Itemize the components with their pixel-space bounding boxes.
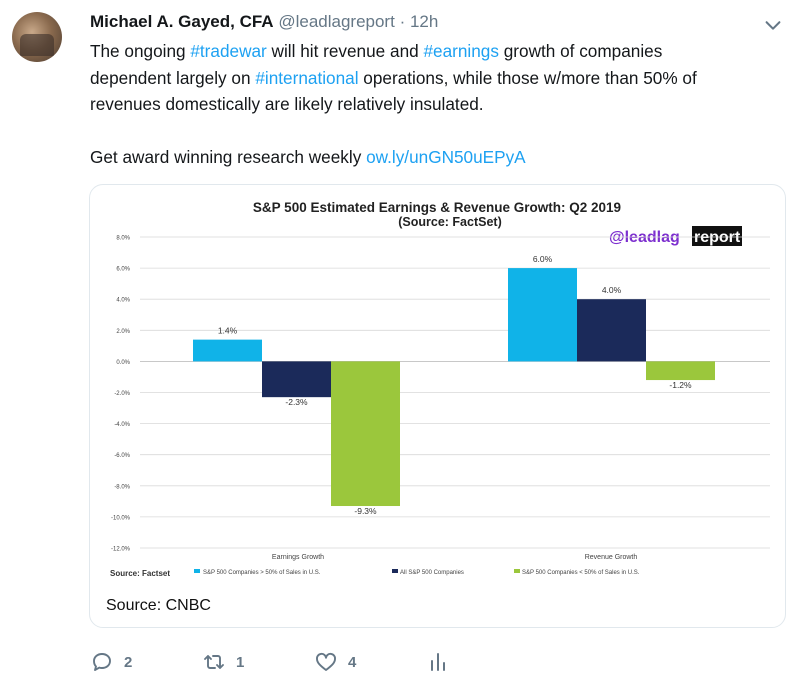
watermark-text-b: report <box>694 229 741 246</box>
y-tick-label: 8.0% <box>116 236 130 242</box>
reply-button[interactable]: 2 <box>90 648 132 676</box>
legend-label-all: All S&P 500 Companies <box>400 570 464 576</box>
y-tick-label: -6.0% <box>114 453 130 459</box>
data-label: 6.0% <box>533 254 553 264</box>
y-tick-label: -4.0% <box>114 422 130 428</box>
category-label-revenue: Revenue Growth <box>585 554 638 561</box>
chart-title: S&P 500 Estimated Earnings & Revenue Gro… <box>253 200 621 215</box>
bar <box>577 299 646 362</box>
card-caption: Source: CNBC <box>106 597 211 614</box>
legend-swatch-below <box>514 569 520 573</box>
bar <box>331 361 400 507</box>
reply-icon <box>93 653 111 671</box>
author-handle[interactable]: @leadlagreport <box>278 12 395 31</box>
reply-count: 2 <box>124 653 133 671</box>
tweet-text: The ongoing #tradewar will hit revenue a… <box>90 38 780 171</box>
avatar[interactable] <box>12 12 62 62</box>
legend-label-below: S&P 500 Companies < 50% of Sales in U.S. <box>522 570 640 576</box>
retweet-button[interactable]: 1 <box>202 648 244 676</box>
tweet-header: Michael A. Gayed, CFA @leadlagreport · 1… <box>90 12 438 34</box>
tweet-line-3: revenues domestically are likely relativ… <box>90 94 484 114</box>
y-tick-label: 2.0% <box>116 329 130 335</box>
retweet-count: 1 <box>236 653 245 671</box>
watermark-text-a: @leadlag <box>609 229 680 246</box>
retweet-icon <box>204 655 224 669</box>
text-segment: operations, while those w/more than 50% … <box>358 67 697 88</box>
legend-swatch-above <box>194 569 200 573</box>
media-card[interactable]: S&P 500 Estimated Earnings & Revenue Gro… <box>89 184 786 628</box>
y-tick-label: -8.0% <box>114 484 130 490</box>
data-label: 1.4% <box>218 326 238 336</box>
y-tick-label: 0.0% <box>116 360 130 366</box>
text-segment: Get award winning research weekly <box>90 147 367 167</box>
category-label-earnings: Earnings Growth <box>272 554 324 561</box>
hashtag-international[interactable]: #international <box>255 67 359 88</box>
chart-subtitle: (Source: FactSet) <box>398 215 502 229</box>
text-segment: dependent largely on <box>90 67 256 88</box>
legend-swatch-all <box>392 569 398 573</box>
y-tick-label: -12.0% <box>111 547 131 553</box>
author-name[interactable]: Michael A. Gayed, CFA <box>90 12 274 31</box>
data-label: -2.3% <box>285 397 308 407</box>
bar <box>508 268 577 362</box>
bar <box>646 361 715 381</box>
chevron-down-icon[interactable] <box>762 14 784 36</box>
text-segment: growth of companies <box>498 41 663 61</box>
text-segment: will hit revenue and <box>266 41 424 61</box>
analytics-button[interactable] <box>426 648 460 676</box>
analytics-icon <box>431 653 445 671</box>
chart-watermark: @leadlag report <box>609 226 742 246</box>
chart-legend: S&P 500 Companies > 50% of Sales in U.S.… <box>194 569 640 576</box>
tweet-actions: 2 1 4 <box>90 648 490 676</box>
legend-label-above: S&P 500 Companies > 50% of Sales in U.S. <box>203 570 321 576</box>
like-button[interactable]: 4 <box>314 648 356 676</box>
tweet-link[interactable]: ow.ly/unGN50uEPyA <box>366 147 526 167</box>
y-tick-label: -10.0% <box>111 515 131 521</box>
y-tick-label: 6.0% <box>116 267 130 273</box>
y-tick-label: 4.0% <box>116 298 130 304</box>
hashtag-tradewar[interactable]: #tradewar <box>190 41 267 61</box>
data-label: -9.3% <box>354 506 377 516</box>
text-segment: The ongoing <box>90 41 191 61</box>
tweet-line-4: Get award winning research weekly ow.ly/… <box>90 144 780 171</box>
chart-source-note: Source: Factset <box>110 569 170 578</box>
y-tick-label: -2.0% <box>114 391 130 397</box>
bar <box>262 361 331 398</box>
chart: S&P 500 Estimated Earnings & Revenue Gro… <box>110 200 770 578</box>
hashtag-earnings[interactable]: #earnings <box>423 41 499 61</box>
separator-dot: · <box>399 12 406 31</box>
tweet-line-1: The ongoing #tradewar will hit revenue a… <box>90 38 780 65</box>
data-label: -1.2% <box>669 380 692 390</box>
tweet-time[interactable]: 12h <box>409 12 439 31</box>
bar <box>193 339 262 362</box>
like-count: 4 <box>348 653 357 671</box>
tweet-line-2: dependent largely on #international oper… <box>90 65 780 92</box>
avatar-image <box>20 34 54 56</box>
like-icon <box>316 652 336 671</box>
data-label: 4.0% <box>602 285 622 295</box>
